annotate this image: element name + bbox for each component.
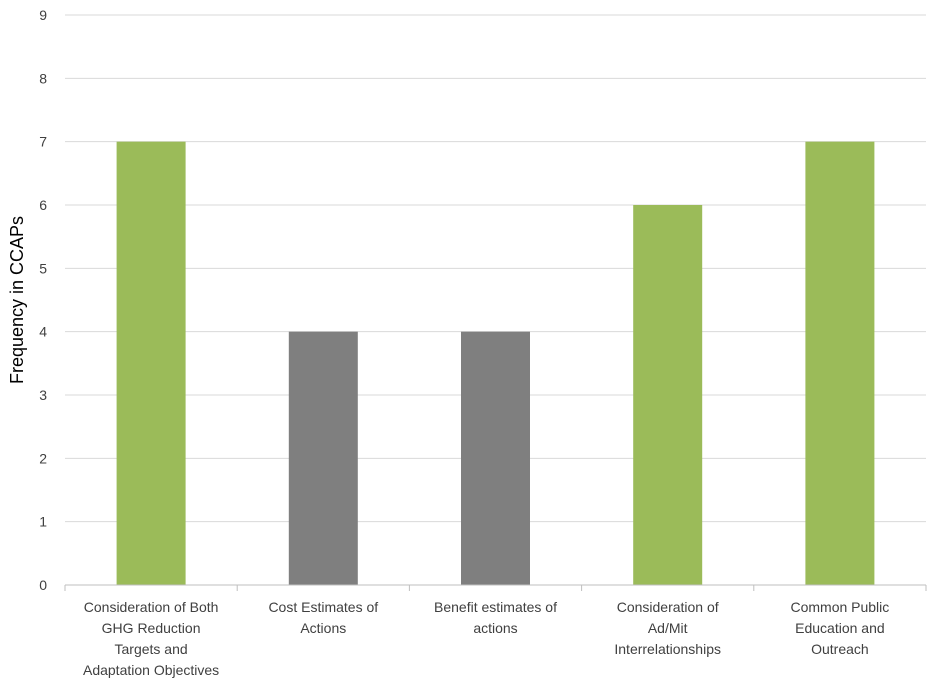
x-tick-label-line: Adaptation Objectives [82, 662, 220, 678]
y-tick-label: 7 [39, 134, 47, 150]
bars [116, 141, 875, 585]
x-tick-label-line: Cost Estimates of [268, 599, 379, 615]
y-tick-labels: 0 1 2 3 4 5 6 7 8 9 [39, 7, 47, 593]
x-tick-label: Cost Estimates of Actions [237, 597, 409, 639]
y-tick-label: 6 [39, 197, 47, 213]
bar [461, 331, 530, 585]
bar [805, 141, 875, 585]
x-tick-label-line: Common Public [790, 599, 890, 615]
x-tick-label: Common Public Education and Outreach [754, 597, 926, 660]
x-tick-label-line: Benefit estimates of [434, 599, 557, 615]
bar [116, 141, 186, 585]
y-tick-label: 4 [39, 324, 47, 340]
x-tick-label: Benefit estimates of actions [410, 597, 582, 639]
x-tick-label: Consideration of Both GHG Reduction Target… [65, 597, 237, 681]
y-tick-label: 5 [39, 260, 47, 276]
x-tick-label: Consideration of Ad/Mit Interrelationships [582, 597, 754, 660]
bar [288, 331, 358, 585]
x-tick-label-line: Consideration of Both [83, 599, 219, 615]
x-tick-label-line: Outreach [811, 641, 869, 657]
y-tick-label: 9 [39, 7, 47, 23]
x-tick-label-line: Actions [300, 620, 347, 636]
x-tick-label-line: Consideration of [616, 599, 719, 615]
x-tick-label-line: GHG Reduction [101, 620, 201, 636]
x-tick-label-line: Interrelationships [614, 641, 721, 657]
y-tick-label: 2 [39, 450, 47, 466]
y-tick-label: 3 [39, 387, 47, 403]
x-axis [64, 584, 927, 591]
y-tick-label: 8 [39, 70, 47, 86]
x-tick-label-line: Targets and [114, 641, 188, 657]
y-axis-label: Frequency in CCAPs [7, 216, 27, 384]
x-tick-label-line: Education and [795, 620, 885, 636]
y-tick-label: 0 [39, 577, 47, 593]
bar [633, 205, 703, 585]
gridlines [65, 14, 926, 523]
x-tick-label-line: actions [473, 620, 518, 636]
y-tick-label: 1 [39, 514, 47, 530]
x-tick-label-line: Ad/Mit [647, 620, 688, 636]
